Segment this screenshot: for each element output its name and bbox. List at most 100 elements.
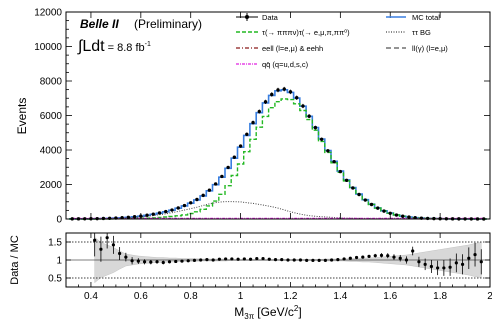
ratio-point-marker xyxy=(448,265,452,269)
ratio-point xyxy=(199,258,203,262)
ratio-x-ticks: 0.4 0.6 0.8 1 1.2 1.4 1.6 1.8 2 xyxy=(78,233,492,302)
data-point xyxy=(313,125,318,130)
data-point-marker xyxy=(326,149,330,153)
data-point-marker xyxy=(257,109,261,114)
legend-swatch-data-dot xyxy=(245,15,249,19)
ratio-point-marker xyxy=(460,262,465,266)
ratio-point-marker xyxy=(411,249,415,253)
ratio-point-marker xyxy=(354,255,359,260)
data-point xyxy=(176,206,180,210)
ratio-point xyxy=(479,249,483,275)
ratio-point-marker xyxy=(99,247,103,251)
data-point-marker xyxy=(213,182,218,186)
main-y-label: Events xyxy=(15,98,29,135)
data-point xyxy=(151,212,155,216)
series-line-2 xyxy=(69,98,487,220)
main-y-tick-label: 8000 xyxy=(40,77,63,88)
data-point-marker xyxy=(145,213,149,217)
ratio-point xyxy=(379,253,384,258)
ratio-point xyxy=(429,260,433,273)
ratio-point xyxy=(161,260,165,265)
ratio-point xyxy=(373,253,377,258)
data-point-marker xyxy=(126,215,131,219)
ratio-point-marker xyxy=(436,266,440,270)
ratio-point-marker xyxy=(386,254,390,258)
data-point xyxy=(263,99,268,105)
ratio-point-marker xyxy=(398,256,402,260)
ratio-point-marker xyxy=(423,262,427,266)
data-point-marker xyxy=(232,155,237,159)
main-y-tick-label: 2000 xyxy=(40,180,63,191)
ratio-point xyxy=(342,257,346,261)
legend-label-qqbar: qq̄ (q=u,d,s,c) xyxy=(262,60,309,69)
data-point-marker xyxy=(263,100,268,104)
ratio-point-marker xyxy=(167,260,172,264)
ratio-point xyxy=(142,259,147,265)
ratio-point xyxy=(186,259,190,263)
ratio-point-marker xyxy=(473,253,477,257)
ratio-point-marker xyxy=(118,251,122,256)
legend-label-mc-total: MC total xyxy=(412,13,440,22)
ratio-point xyxy=(398,254,402,262)
data-point xyxy=(363,198,367,202)
ratio-point-marker xyxy=(93,238,97,242)
data-point xyxy=(276,87,280,93)
ratio-point xyxy=(392,254,396,260)
ratio-point xyxy=(118,247,122,260)
ratio-point-marker xyxy=(417,260,421,264)
main-y-ticks: 0 2000 4000 6000 8000 10000 12000 xyxy=(34,8,490,226)
ratio-point-marker xyxy=(217,257,221,261)
ratio-point xyxy=(99,236,103,262)
ratio-point-marker xyxy=(367,254,371,258)
main-y-tick-label: 10000 xyxy=(34,42,62,53)
ratio-x-tick-label: 2 xyxy=(487,291,492,302)
ratio-point xyxy=(230,257,234,261)
ratio-point xyxy=(130,257,134,265)
ratio-point-marker xyxy=(267,257,271,261)
ratio-point-marker xyxy=(105,236,109,240)
ratio-point xyxy=(417,256,421,267)
ratio-point-marker xyxy=(255,256,259,261)
data-point-marker xyxy=(189,201,193,205)
ratio-point-marker xyxy=(336,258,340,262)
ratio-y-tick-label: 0.5 xyxy=(48,274,62,285)
ratio-point xyxy=(280,258,284,262)
ratio-point-marker xyxy=(136,259,140,263)
series-line-3 xyxy=(72,201,484,220)
ratio-x-tick-label: 1 xyxy=(238,291,244,302)
data-point xyxy=(425,216,430,221)
data-point-marker xyxy=(101,216,106,221)
ratio-point-marker xyxy=(330,258,334,262)
ratio-point xyxy=(354,255,359,260)
ratio-point-marker xyxy=(311,258,315,262)
data-point-marker xyxy=(313,125,318,130)
ratio-reference-lines xyxy=(66,241,490,279)
data-point xyxy=(357,192,361,197)
data-point-marker xyxy=(245,132,249,137)
ratio-x-tick-label: 1.6 xyxy=(383,291,397,302)
ratio-point-marker xyxy=(142,260,147,264)
ratio-point-marker xyxy=(323,258,327,262)
ratio-point-marker xyxy=(230,257,234,261)
x-axis-label: M3π [GeV/c2] xyxy=(234,304,301,321)
data-point xyxy=(126,215,131,219)
data-point-marker xyxy=(376,206,380,210)
data-point xyxy=(288,89,293,95)
data-point-marker xyxy=(220,174,224,179)
data-point xyxy=(270,92,274,97)
ratio-x-tick-label: 1.2 xyxy=(284,291,298,302)
ratio-point-marker xyxy=(429,264,433,269)
main-y-tick-label: 4000 xyxy=(40,146,63,157)
data-point-marker xyxy=(164,209,168,214)
legend-label-llgamma: ll(γ) (l=e,μ) xyxy=(412,44,448,53)
ratio-point xyxy=(292,258,296,262)
data-point-marker xyxy=(301,104,305,108)
legend: Data MC total τ(→ πππν)τ(→ e,μ,π,ππ⁰) ττ… xyxy=(236,13,448,69)
ratio-point xyxy=(167,260,172,264)
legend-item-data: Data xyxy=(236,13,279,22)
ratio-point xyxy=(261,256,265,261)
data-point-marker xyxy=(407,215,411,219)
data-point xyxy=(369,202,374,207)
ratio-point xyxy=(336,258,340,262)
data-point-marker xyxy=(226,165,230,170)
